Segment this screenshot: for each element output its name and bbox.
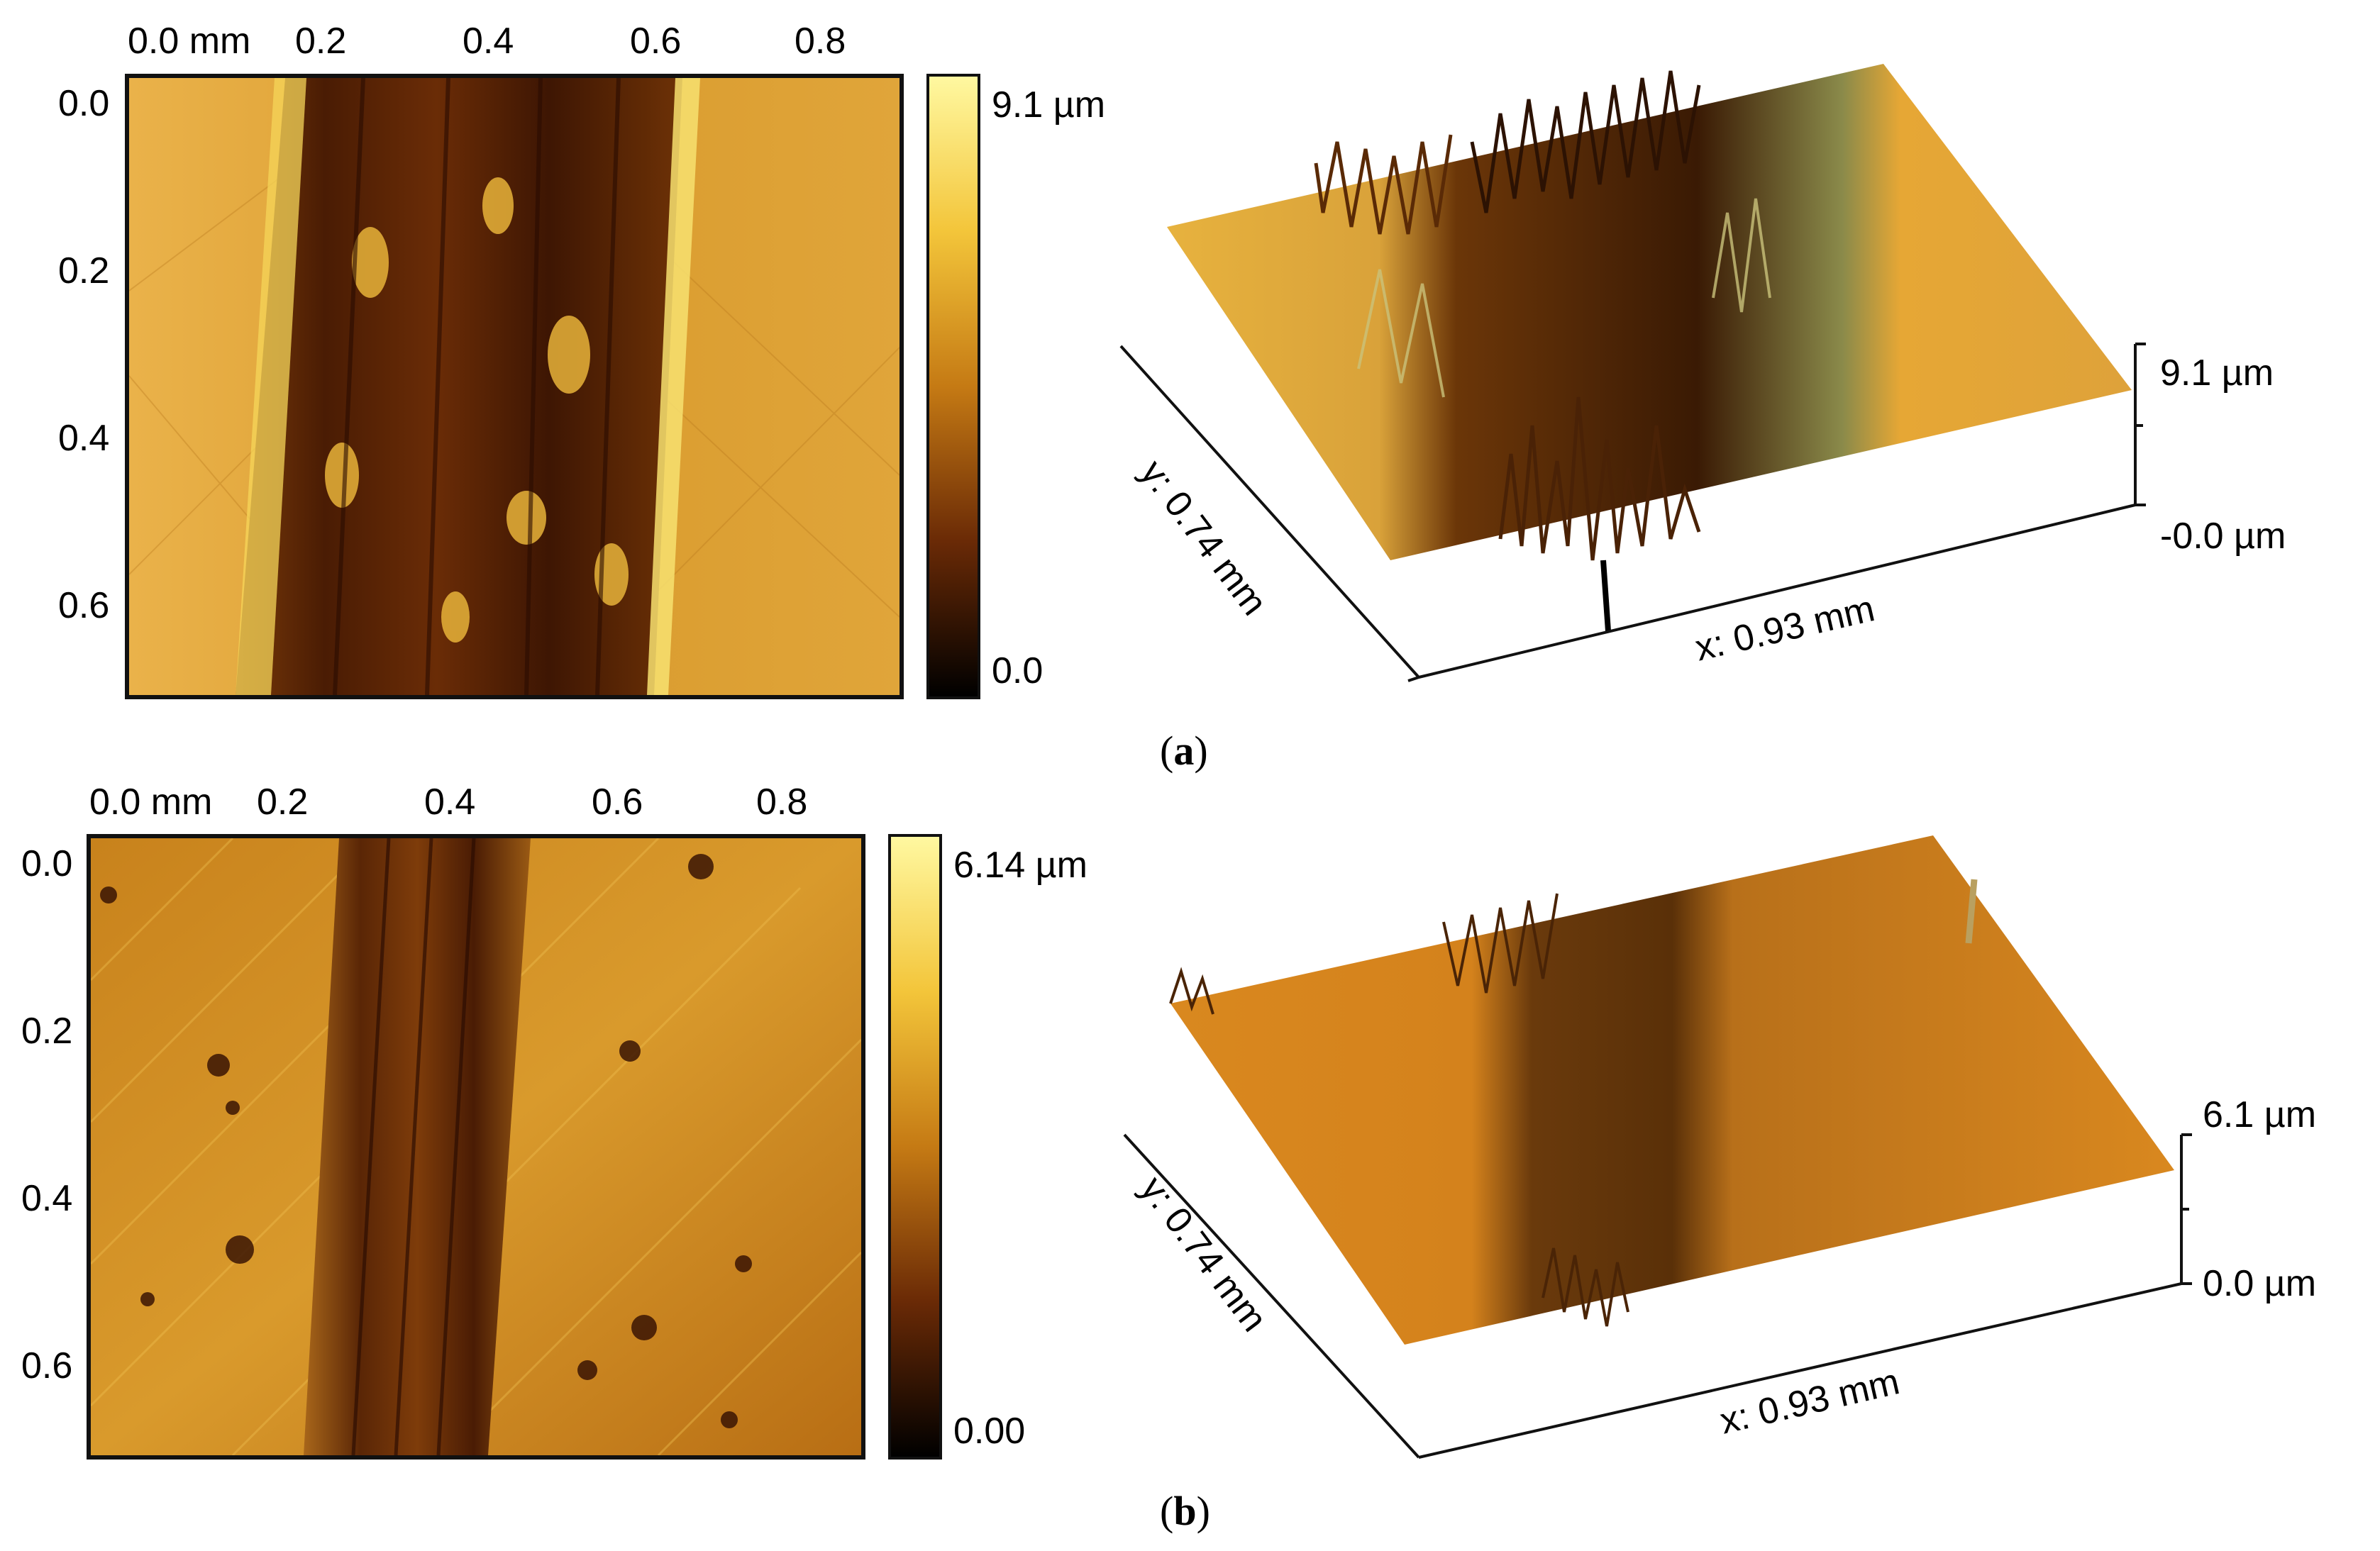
figure-panel-a: 0.0 mm 0.2 0.4 0.6 0.8 0.0 0.2 0.4 0.6 — [0, 0, 2380, 772]
x-tick-label: 0.0 mm — [89, 782, 213, 823]
colorbar-min-label: 0.0 — [992, 650, 1044, 691]
y-tick-label: 0.0 — [21, 843, 73, 884]
x-tick-label: 0.4 — [424, 782, 476, 823]
z-min-label-3d: 0.0 µm — [2203, 1263, 2317, 1304]
panel-caption: (a) — [1160, 728, 1208, 774]
surface-3d-view — [1119, 64, 2146, 682]
x-tick-label: 0.2 — [295, 21, 347, 62]
y-tick-label: 0.4 — [58, 418, 110, 459]
height-map-texture — [91, 838, 861, 1455]
x-tick-label: 0.0 mm — [128, 21, 251, 62]
z-min-label-3d: -0.0 µm — [2160, 516, 2286, 557]
surface-pit — [1600, 560, 1611, 632]
surface-spikes — [1314, 70, 1701, 561]
x-axis-line — [1418, 504, 2136, 679]
colorbar-min-label: 0.00 — [953, 1411, 1026, 1452]
y-tick-label: 0.4 — [21, 1178, 73, 1219]
colorbar-max-label: 6.14 µm — [953, 845, 1087, 886]
colorbar — [926, 74, 980, 699]
x-tick-label: 0.6 — [592, 782, 643, 823]
y-tick-label: 0.0 — [58, 83, 110, 124]
colorbar-max-label: 9.1 µm — [992, 84, 1106, 126]
colorbar-gradient — [929, 77, 978, 696]
height-map-2d — [125, 74, 904, 699]
surface-peak — [1965, 879, 1978, 944]
x-tick-label: 0.4 — [463, 21, 514, 62]
height-map-2d — [87, 834, 865, 1460]
x-axis-line — [1418, 1282, 2182, 1459]
z-max-label-3d: 9.1 µm — [2160, 352, 2274, 394]
surface-spikes — [1169, 893, 1629, 1327]
y-tick-label: 0.6 — [21, 1345, 73, 1386]
z-max-label-3d: 6.1 µm — [2203, 1094, 2317, 1135]
y-axis-line — [1119, 345, 1420, 679]
y-axis-line — [1123, 1133, 1420, 1459]
height-map-texture — [129, 78, 900, 695]
surface-plane — [1167, 64, 2132, 560]
x-tick-label: 0.8 — [795, 21, 846, 62]
surface-3d-view — [1123, 835, 2192, 1459]
colorbar-gradient — [891, 837, 939, 1457]
panel-caption: (b) — [1160, 1488, 1210, 1534]
x-tick-label: 0.2 — [257, 782, 309, 823]
x-tick-label: 0.8 — [756, 782, 808, 823]
y-tick-label: 0.6 — [58, 585, 110, 626]
y-tick-label: 0.2 — [21, 1011, 73, 1052]
y-tick-label: 0.2 — [58, 250, 110, 291]
surface-plane — [1170, 835, 2174, 1345]
figure-panel-b: 0.0 mm 0.2 0.4 0.6 0.8 0.0 0.2 0.4 0.6 — [0, 759, 2380, 1532]
colorbar — [888, 834, 942, 1460]
x-tick-label: 0.6 — [630, 21, 682, 62]
